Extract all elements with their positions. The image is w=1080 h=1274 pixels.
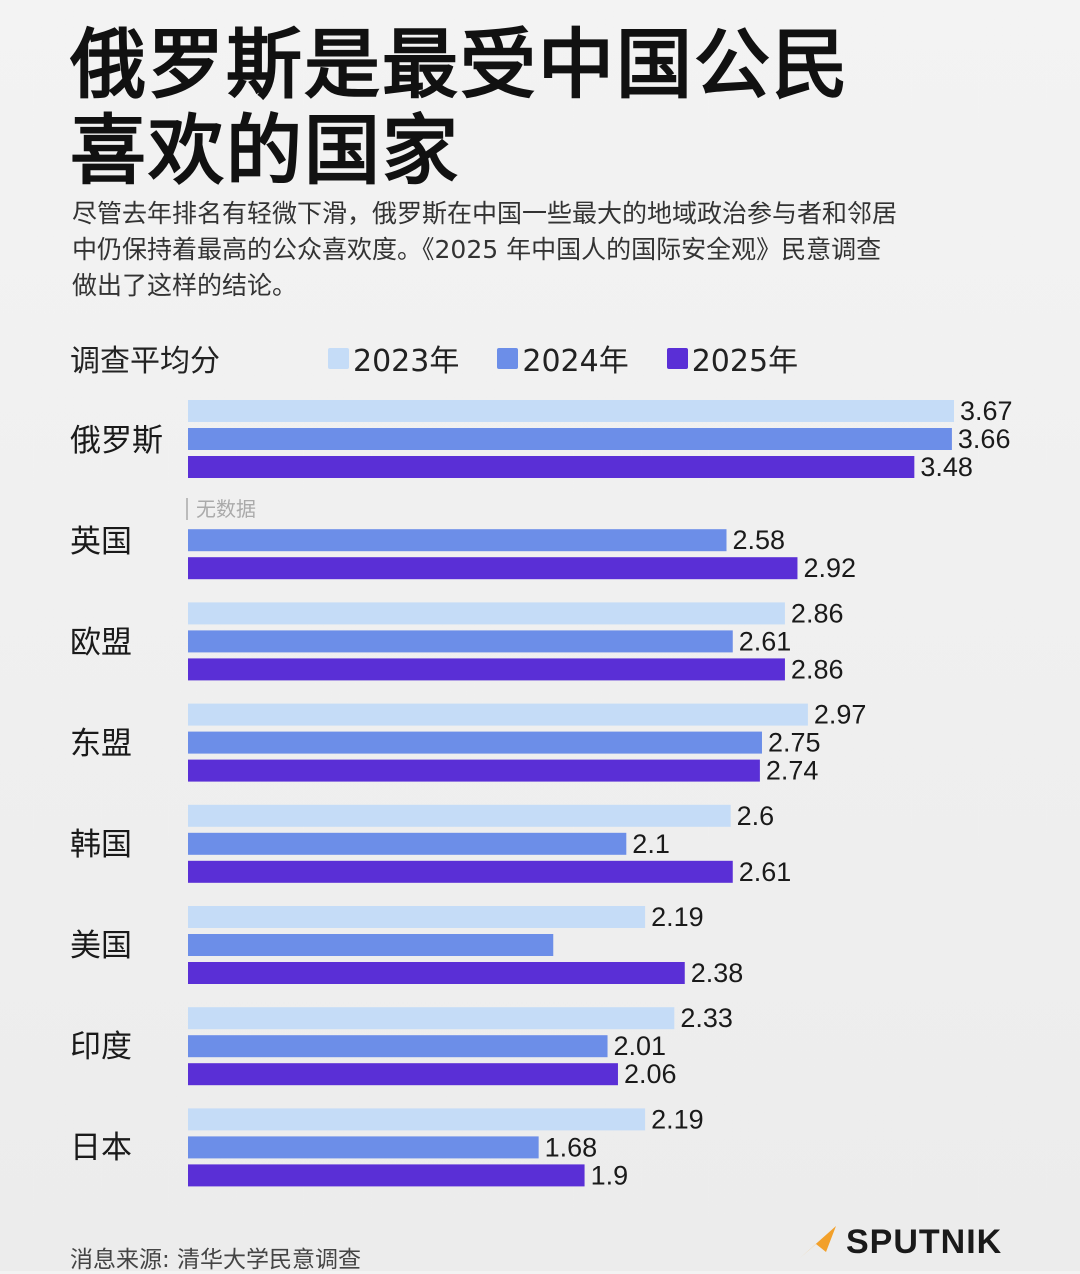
legend-label-2023: 2023年 (353, 344, 460, 379)
no-data-note: 无数据 (186, 498, 256, 520)
sputnik-logo: SPUTNIK (796, 1222, 1002, 1262)
value-label-korea-2024: 2.1 (632, 829, 670, 859)
bar-asean-2024 (188, 731, 762, 754)
value-label-russia-2025: 3.48 (920, 452, 973, 482)
value-label-japan-2025: 1.9 (591, 1160, 629, 1190)
legend-label-2025: 2025年 (691, 344, 799, 379)
value-label-korea-2023: 2.6 (737, 801, 775, 831)
bar-usa-2025 (188, 962, 685, 984)
brand-name: SPUTNIK (846, 1222, 1003, 1261)
category-label-asean: 东盟 (70, 726, 132, 762)
legend-swatch-2023 (328, 347, 349, 369)
source-note: 消息来源: 清华大学民意调查 (70, 1247, 362, 1273)
category-label-usa: 美国 (70, 928, 132, 964)
legend-label-2024: 2024年 (522, 344, 629, 379)
title-line-2: 喜欢的国家 (70, 106, 460, 195)
value-label-asean-2025: 2.74 (766, 756, 819, 786)
page-title: 俄罗斯是最受中国公民 喜欢的国家 (70, 22, 970, 194)
bar-korea-2023 (188, 804, 731, 827)
value-label-india-2025: 2.06 (624, 1059, 677, 1089)
value-label-usa-2025: 2.38 (691, 958, 744, 988)
bar-india-2023 (188, 1007, 675, 1030)
bar-eu-2025 (188, 658, 785, 681)
bar-eu-2023 (188, 602, 785, 625)
bar-korea-2025 (188, 860, 733, 883)
category-label-india: 印度 (70, 1029, 132, 1065)
category-label-uk: 英国 (70, 524, 132, 560)
sputnik-logo-icon (800, 1226, 836, 1258)
value-label-eu-2023: 2.86 (791, 598, 844, 628)
bar-korea-2024 (188, 832, 627, 855)
value-label-india-2023: 2.33 (680, 1003, 733, 1033)
bar-asean-2023 (188, 703, 808, 726)
subtitle: 尽管去年排名有轻微下滑，俄罗斯在中国一些最大的地域政治参与者和邻居 中仍保持着最… (72, 196, 1012, 304)
bar-japan-2025 (188, 1164, 585, 1187)
value-label-usa-2023: 2.19 (651, 902, 704, 932)
legend-item-2023: 2023年 (328, 336, 459, 380)
value-label-uk-2024: 2.58 (732, 525, 785, 555)
value-label-india-2024: 2.01 (614, 1031, 667, 1061)
value-label-japan-2023: 2.19 (651, 1104, 704, 1134)
category-label-korea: 韩国 (70, 827, 132, 863)
legend: 调查平均分 2023年 2024年 2025年 (70, 336, 836, 380)
bar-usa-2024 (188, 934, 554, 956)
value-label-russia-2024: 3.66 (958, 424, 1011, 454)
value-label-asean-2023: 2.97 (814, 700, 867, 730)
bar-india-2024 (188, 1035, 608, 1058)
bar-uk-2025 (188, 557, 798, 580)
value-label-eu-2025: 2.86 (791, 654, 844, 684)
bar-japan-2024 (188, 1136, 539, 1159)
legend-swatch-2024 (497, 347, 519, 369)
value-label-russia-2023: 3.67 (960, 396, 1013, 426)
subtitle-line-1: 尽管去年排名有轻微下滑，俄罗斯在中国一些最大的地域政治参与者和邻居 (72, 199, 898, 228)
bar-usa-2023 (188, 906, 646, 928)
value-label-asean-2024: 2.75 (768, 728, 821, 758)
value-label-japan-2024: 1.68 (545, 1132, 598, 1162)
bar-russia-2023 (188, 400, 954, 422)
bar-india-2025 (188, 1063, 618, 1086)
bar-russia-2024 (188, 428, 952, 450)
category-label-japan: 日本 (70, 1130, 132, 1166)
bar-asean-2025 (188, 759, 760, 782)
bar-russia-2025 (188, 456, 915, 478)
legend-item-2024: 2024年 (497, 336, 629, 380)
value-label-uk-2025: 2.92 (803, 553, 856, 583)
value-label-eu-2024: 2.61 (739, 626, 792, 656)
measure-label: 调查平均分 (70, 344, 220, 379)
bar-japan-2023 (188, 1108, 646, 1131)
legend-item-2025: 2025年 (666, 336, 799, 380)
legend-swatch-2025 (666, 347, 688, 369)
bar-uk-2024 (188, 529, 727, 552)
bar-eu-2024 (188, 630, 733, 653)
subtitle-line-3: 做出了这样的结论。 (72, 271, 298, 300)
category-label-russia: 俄罗斯 (70, 423, 163, 459)
category-label-eu: 欧盟 (70, 625, 132, 661)
title-line-1: 俄罗斯是最受中国公民 (70, 20, 850, 109)
subtitle-line-2: 中仍保持着最高的公众喜欢度。《2025 年中国人的国际安全观》民意调查 (72, 235, 882, 264)
value-label-korea-2025: 2.61 (739, 857, 792, 887)
